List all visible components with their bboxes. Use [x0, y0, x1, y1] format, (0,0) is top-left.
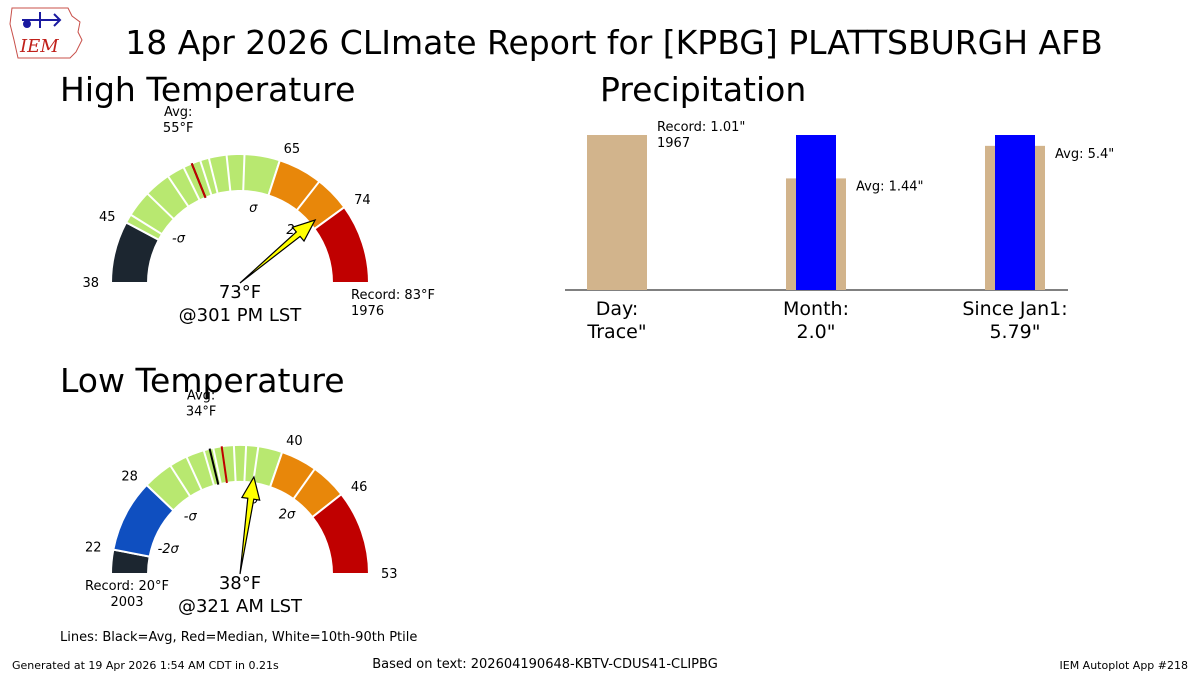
gauge-band-record-high	[313, 205, 371, 284]
gauge-band-record-high	[310, 492, 371, 575]
sigma-label: -σ	[184, 510, 198, 525]
precip-category-value: Trace"	[586, 321, 646, 343]
tick-label: 45	[99, 210, 116, 225]
precip-category-label: Day:	[596, 298, 639, 320]
percentile-line	[168, 464, 192, 498]
percentile-line	[225, 153, 232, 193]
tick-label: 53	[381, 567, 398, 582]
precip-category-label: Since Jan1:	[962, 298, 1067, 320]
percentile-line	[207, 156, 219, 195]
precip-category-value: 5.79"	[989, 321, 1040, 343]
percentile-line	[291, 467, 317, 501]
observed-arrow	[239, 218, 317, 284]
tick-label: 40	[286, 434, 303, 449]
tick-label: 65	[284, 142, 301, 157]
percentile-line	[129, 213, 164, 236]
tick-label: 46	[351, 480, 368, 495]
footer-app-id: IEM Autoplot App #218	[1060, 659, 1189, 672]
weather-station-icon	[22, 12, 62, 28]
percentile-line	[198, 159, 213, 197]
precip-observed-bar	[995, 135, 1035, 290]
sigma-label: 2σ	[279, 507, 296, 522]
precipitation-chart: Precipitation Record: 1.01"1967 Day:Trace…	[565, 70, 1114, 343]
high-temperature-title: High Temperature	[60, 70, 355, 109]
sigma-label: σ	[249, 201, 258, 216]
precip-annotation: Avg: 5.4"	[1055, 147, 1114, 162]
tick-label: 38	[82, 276, 99, 291]
legend-note: Lines: Black=Avg, Red=Median, White=10th…	[60, 630, 417, 645]
precip-observed-bar	[796, 135, 836, 290]
percentile-line	[182, 165, 202, 202]
percentile-line	[242, 153, 246, 193]
percentile-line	[185, 455, 204, 492]
precip-category-label: Month:	[783, 298, 849, 320]
percentile-line	[295, 179, 321, 212]
average-line	[208, 448, 220, 485]
tick-label: 28	[121, 470, 138, 485]
average-value-label: 55°F	[163, 121, 194, 136]
percentile-line	[243, 444, 248, 484]
median-line	[190, 163, 207, 199]
sigma-label: -σ	[172, 231, 186, 246]
low-temperature-title: Low Temperature	[60, 361, 345, 400]
observed-time: @321 AM LST	[178, 596, 303, 617]
median-line	[220, 446, 228, 484]
observed-time: @301 PM LST	[179, 305, 303, 326]
percentile-line	[232, 444, 237, 484]
precip-avg-bar	[587, 135, 647, 290]
high-temperature-gauge: High Temperature 38456574-σσ2σAvg:55°FRe…	[60, 70, 435, 326]
precipitation-title: Precipitation	[600, 70, 806, 109]
percentile-line	[202, 448, 216, 487]
average-value-label: 34°F	[186, 405, 217, 420]
precip-annotation-year: 1967	[657, 136, 690, 151]
iem-logo-text: IEM	[19, 36, 59, 57]
footer-source-text: Based on text: 202604190648-KBTV-CDUS41-…	[372, 657, 718, 672]
record-year-label: 1976	[351, 304, 384, 319]
record-label: Record: 20°F	[85, 579, 169, 594]
percentile-line	[211, 446, 223, 486]
average-label: Avg:	[164, 105, 192, 120]
record-year-label: 2003	[110, 595, 143, 610]
observed-value: 73°F	[219, 282, 261, 303]
page-title: 18 Apr 2026 CLImate Report for [KPBG] PL…	[125, 23, 1102, 62]
average-label: Avg:	[187, 389, 215, 404]
observed-value: 38°F	[219, 573, 261, 594]
low-temperature-gauge: Low Temperature 2228404653-2σ-σσ2σAvg:34…	[60, 361, 398, 617]
percentile-line	[166, 174, 190, 209]
precip-annotation: Avg: 1.44"	[856, 179, 924, 194]
precip-annotation: Record: 1.01"	[657, 120, 745, 135]
footer-generated: Generated at 19 Apr 2026 1:54 AM CDT in …	[12, 659, 279, 672]
tick-label: 74	[354, 193, 371, 208]
iem-logo: IEM	[9, 7, 83, 59]
tick-label: 22	[85, 540, 102, 555]
sigma-label: -2σ	[158, 542, 180, 557]
observed-arrow	[239, 475, 261, 575]
precip-category-value: 2.0"	[797, 321, 836, 343]
percentile-line	[145, 191, 176, 221]
record-label: Record: 83°F	[351, 288, 435, 303]
